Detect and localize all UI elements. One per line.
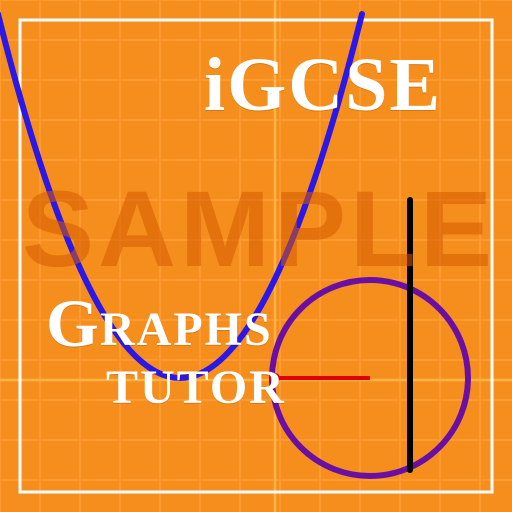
app-icon: SAMPLE iGCSE G RAPHS TUTOR [0, 0, 512, 512]
label-tutor: TUTOR [106, 360, 286, 415]
sample-watermark: SAMPLE [22, 166, 496, 291]
label-graphs-rest: RAPHS [100, 302, 273, 357]
label-graphs-cap: G [46, 284, 101, 363]
title-igcse: iGCSE [204, 42, 442, 129]
